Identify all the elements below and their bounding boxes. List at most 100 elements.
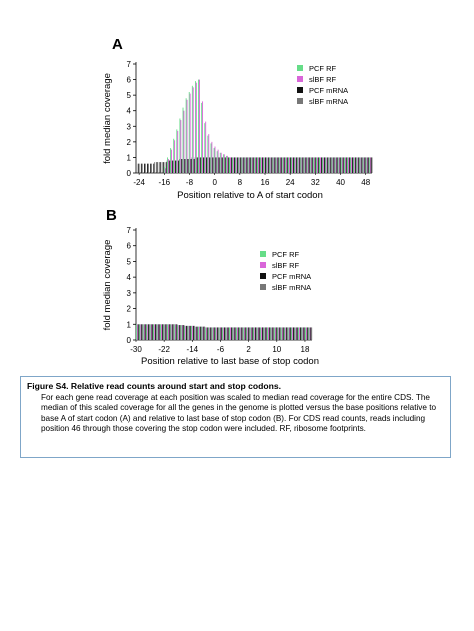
chart-b-bar [214,327,216,340]
caption-title: Figure S4. Relative read counts around s… [27,381,282,391]
chart-b-bar [233,327,235,340]
chart-b-bar [163,324,165,340]
chart-b-bar [268,327,270,340]
chart-a-bar [304,157,306,173]
chart-a-bar [183,110,185,173]
chart-a-bar [273,157,275,173]
chart-b-bar [301,327,303,340]
chart-b-bar [226,327,228,340]
chart-b-bar [176,324,178,340]
chart-a-bar [347,157,349,173]
chart-a-bar [328,157,330,173]
chart-b-bar [207,327,209,340]
chart-a-bar [314,157,316,173]
chart-b-legend-swatch [260,251,266,257]
chart-a-bar [282,157,284,173]
chart-b-bar [305,327,306,340]
chart-a-bar [368,157,370,173]
chart-b-bar [171,324,173,340]
chart-b-ytick-label: 4 [127,273,132,282]
chart-b-bar [216,327,218,340]
chart-b-bar [173,324,175,340]
chart-b-bar [294,327,296,340]
chart-a-bar [247,157,249,173]
chart-a-bar [160,162,162,173]
chart-b-bar [259,327,261,340]
chart-b-bar [279,327,281,340]
chart-b-bar [280,327,282,340]
chart-a-bar [292,157,294,173]
chart-a-xtick-label: 8 [238,178,243,187]
chart-b-bar [231,327,233,340]
chart-b-bar [187,325,189,340]
chart-b-bar [136,324,137,340]
chart-b-bar [200,326,202,340]
chart-a-bar [205,121,207,173]
chart-a-bar [262,157,263,173]
chart-b-bar [205,327,207,340]
chart-b-bar [304,327,306,340]
chart-b-bar [269,327,271,340]
chart-b-bar [282,327,284,340]
chart-b-bar [205,327,206,340]
chart-a-bar [278,157,280,173]
figure-caption: Figure S4. Relative read counts around s… [20,376,451,458]
chart-a-bar [229,157,231,173]
chart-a-bar [137,163,139,173]
chart-b-legend-label: slBF RF [272,261,300,270]
chart-a-bar [202,101,204,173]
chart-a-legend-label: slBF RF [309,75,337,84]
chart-a: fold median coverage 0 1 2 3 4 5 6 7 -24 -16 -8 0 8 16… [102,60,373,201]
chart-b-bar [299,327,300,340]
chart-b-bar [248,327,250,340]
chart-a-ytick-label: 0 [127,169,132,178]
chart-b-bar [247,327,249,340]
chart-a-bar [151,163,153,173]
chart-b-bar [274,327,275,340]
chart-a-legend-swatch [297,98,303,104]
chart-a-bar [263,157,265,173]
chart-b-ytick-label: 5 [127,257,132,266]
chart-a-bar [322,157,324,173]
chart-a-bar [252,157,254,173]
chart-a-xtick-label: 48 [361,178,370,187]
chart-a-bar [238,157,240,173]
chart-b-bar [155,324,157,340]
chart-b-bar [145,324,147,340]
chart-b-bar [227,327,229,340]
chart-a-bar [310,157,312,173]
chart-b-legend-swatch [260,262,266,268]
chart-b-bar [249,327,251,340]
chart-b-bar [165,324,167,340]
chart-a-ylabel: fold median coverage [102,73,113,164]
chart-a-bar [221,157,223,173]
chart-a-bar [220,152,222,173]
chart-a-bar [289,157,291,173]
chart-b-bar [264,327,266,340]
chart-b-bars [136,324,313,340]
chart-a-bar [245,157,247,173]
chart-a-bar [327,157,329,173]
chart-a-bar [302,157,304,173]
chart-a-bar [249,157,251,173]
chart-a-bar [324,157,326,173]
chart-b-xtick-label: 18 [301,345,310,354]
chart-a-bar [217,149,219,173]
chart-a-bar [213,148,215,173]
chart-a-ytick-label: 4 [127,107,132,116]
chart-b-bar [196,326,198,340]
chart-b-bar [263,327,265,340]
chart-a-bar [226,155,228,173]
chart-a-bar [189,93,191,173]
chart-b-bar [188,325,190,340]
chart-a-bar [243,157,245,173]
chart-b-bar [246,327,248,340]
chart-b-bar [180,325,182,340]
chart-a-bar [180,120,182,173]
chart-b-bar [273,327,275,340]
chart-b-ytick-label: 7 [127,226,132,235]
chart-b-bar [229,327,231,340]
chart-b-legend-label: slBF mRNA [272,283,311,292]
chart-a-bar [234,157,235,173]
chart-b-bar [281,327,283,340]
